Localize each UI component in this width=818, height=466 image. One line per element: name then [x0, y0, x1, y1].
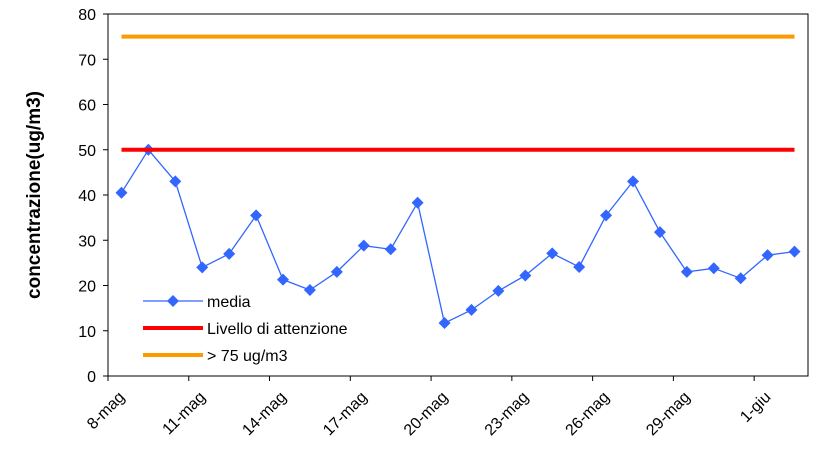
data-point	[600, 209, 613, 222]
data-point	[223, 247, 236, 260]
y-tick-label: 60	[78, 98, 96, 115]
y-tick-label: 10	[78, 324, 96, 341]
data-point	[627, 175, 639, 188]
series-line	[120, 149, 795, 324]
data-point	[707, 262, 720, 275]
data-point	[680, 265, 693, 278]
x-tick-label: 14-mag	[239, 389, 289, 439]
data-point	[250, 209, 263, 222]
data-point	[303, 284, 316, 297]
series-0	[115, 143, 801, 330]
data-point	[196, 261, 209, 274]
data-point	[653, 226, 666, 239]
data-point	[330, 265, 343, 278]
y-tick-label: 20	[78, 279, 96, 296]
data-point	[277, 273, 289, 286]
x-tick-label: 23-mag	[482, 389, 532, 439]
data-point	[519, 269, 532, 282]
data-point	[438, 317, 451, 330]
x-tick-label: 29-mag	[643, 389, 693, 439]
legend-item-0: media	[143, 294, 251, 311]
data-point	[492, 284, 505, 297]
data-point	[115, 186, 128, 199]
x-tick-label: 20-mag	[401, 389, 451, 439]
y-tick-label: 70	[78, 52, 96, 69]
legend-item-1: Livello di attenzione	[143, 321, 348, 338]
y-axis-title: concentrazione(ug/m3)	[24, 91, 45, 299]
data-point	[734, 272, 747, 285]
y-tick-label: 40	[78, 188, 96, 205]
y-tick-label: 0	[87, 369, 96, 386]
data-point	[384, 243, 397, 256]
legend-label: Livello di attenzione	[207, 321, 348, 338]
data-point	[546, 247, 559, 260]
plot-area	[107, 13, 809, 377]
data-point	[465, 303, 478, 316]
legend-marker	[167, 295, 179, 307]
x-tick-label: 17-mag	[320, 389, 370, 439]
legend-label: media	[207, 294, 251, 311]
y-tick-label: 30	[78, 233, 96, 250]
data-point	[573, 260, 586, 273]
x-tick-label: 11-mag	[160, 389, 210, 439]
x-tick-label: 8-mag	[84, 389, 128, 433]
legend-item-2: > 75 ug/m3	[143, 348, 288, 365]
x-tick-label: 1-giu	[737, 389, 774, 426]
series-layer	[115, 34, 801, 330]
data-point	[357, 239, 370, 252]
x-tick-label: 26-mag	[563, 389, 613, 439]
data-point	[788, 245, 801, 258]
y-tick-label: 50	[78, 143, 96, 160]
data-point	[761, 249, 774, 262]
data-point	[169, 175, 182, 188]
data-point	[411, 196, 424, 209]
legend: media Livello di attenzione > 75 ug/m3	[143, 294, 348, 365]
legend-label: > 75 ug/m3	[207, 348, 288, 365]
y-tick-label: 80	[78, 7, 96, 24]
plot-frame	[107, 13, 809, 377]
